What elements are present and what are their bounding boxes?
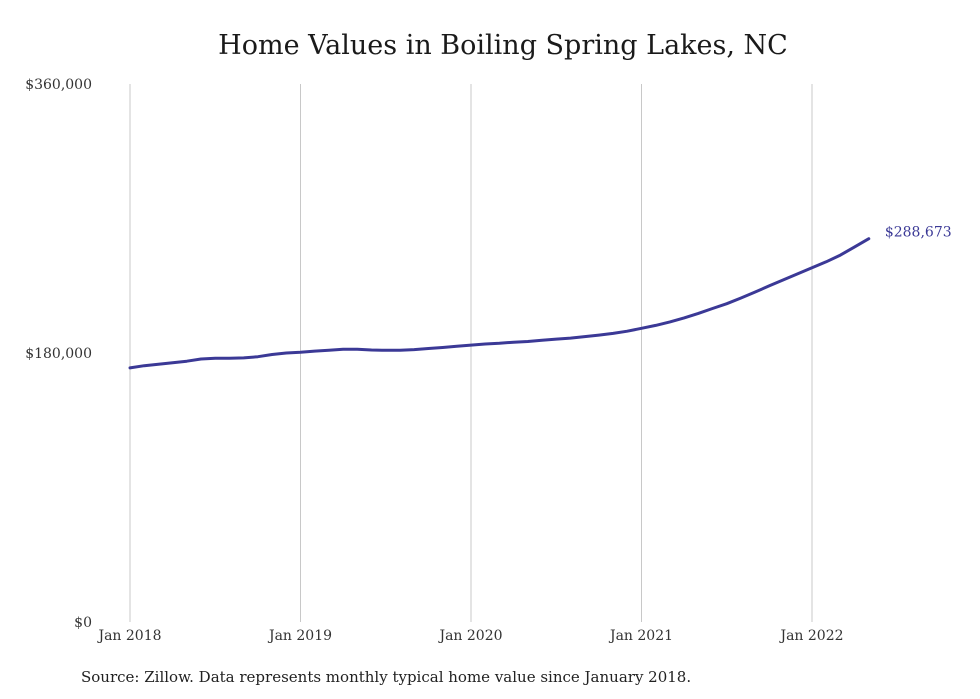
y-tick-label: $180,000 — [25, 346, 92, 362]
chart-title: Home Values in Boiling Spring Lakes, NC — [218, 30, 788, 61]
x-tick-label: Jan 2021 — [608, 628, 673, 644]
gridlines — [129, 84, 813, 622]
x-tick-label: Jan 2019 — [267, 628, 332, 644]
series-line-home-value — [128, 237, 871, 370]
y-tick-label: $360,000 — [25, 77, 92, 93]
source-note: Source: Zillow. Data represents monthly … — [81, 668, 692, 686]
end-value-label: $288,673 — [885, 225, 952, 241]
y-axis-ticks: $0 $180,000 $360,000 — [25, 77, 92, 631]
x-tick-label: Jan 2018 — [96, 628, 161, 644]
x-tick-label: Jan 2020 — [437, 628, 502, 644]
y-tick-label: $0 — [74, 615, 92, 631]
x-axis-ticks: Jan 2018 Jan 2019 Jan 2020 Jan 2021 Jan 2022 — [96, 628, 843, 644]
x-tick-label: Jan 2022 — [778, 628, 843, 644]
